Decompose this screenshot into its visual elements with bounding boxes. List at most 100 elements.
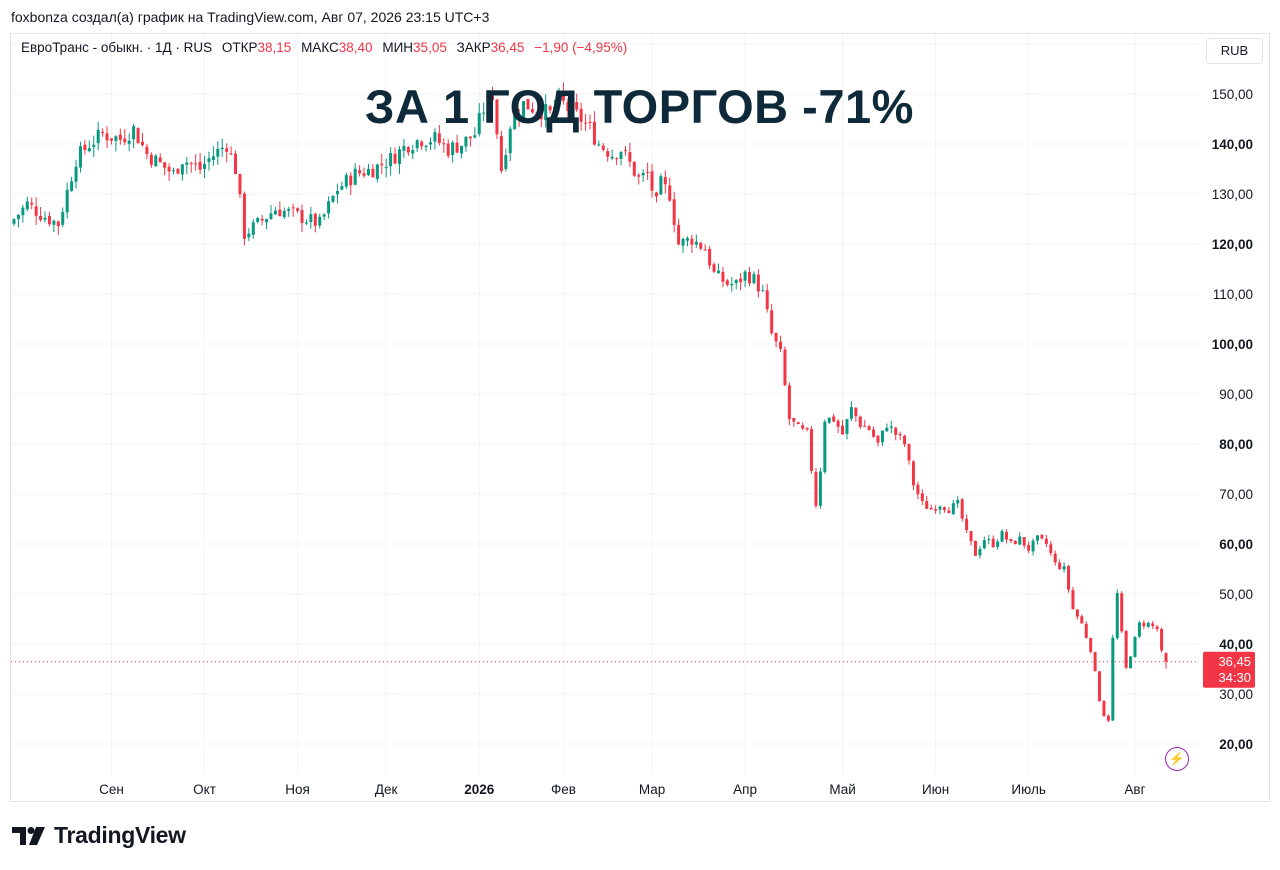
- candle-body: [628, 152, 632, 162]
- candle-body: [796, 422, 800, 425]
- y-tick-label: 30,00: [1219, 687, 1253, 702]
- candle-body: [234, 153, 238, 175]
- candle-body: [158, 157, 162, 162]
- candle-body: [406, 147, 410, 153]
- candle-body: [491, 93, 495, 101]
- x-tick-label: Сен: [99, 782, 124, 797]
- candle-body: [313, 213, 317, 226]
- candle-body: [1075, 609, 1079, 617]
- candle-body: [934, 509, 938, 511]
- candle-body: [570, 104, 574, 114]
- candle-body: [34, 206, 38, 216]
- candle-body: [894, 427, 898, 435]
- y-tick-label: 60,00: [1219, 537, 1253, 552]
- y-tick-label: 100,00: [1212, 337, 1253, 352]
- candle-body: [712, 264, 716, 272]
- candle-body: [632, 161, 636, 176]
- candle-body: [561, 91, 565, 101]
- candle-body: [287, 209, 291, 211]
- candle-body: [74, 166, 78, 182]
- candle-body: [393, 153, 397, 164]
- candle-body: [504, 155, 508, 170]
- candle-body: [987, 539, 991, 541]
- current-price-label: 36,45: [1218, 654, 1251, 669]
- candle-body: [805, 427, 809, 430]
- candle-body: [1160, 628, 1164, 651]
- candle-body: [1053, 553, 1057, 563]
- candle-body: [30, 202, 34, 205]
- candle-body: [996, 541, 1000, 547]
- candle-body: [597, 144, 601, 146]
- candle-body: [331, 195, 335, 202]
- candle-body: [353, 168, 357, 185]
- y-tick-label: 50,00: [1219, 587, 1253, 602]
- candle-body: [947, 510, 951, 514]
- candle-body: [1044, 538, 1048, 544]
- candle-body: [623, 150, 627, 152]
- candle-body: [309, 214, 313, 223]
- candle-body: [25, 201, 29, 210]
- price-chart[interactable]: 20,00 30,00 40,00 50,00 60,00 70,00 80,00 90,00…: [11, 34, 1269, 801]
- candle-body: [238, 174, 242, 195]
- candle-body: [349, 175, 353, 186]
- candle-body: [477, 113, 481, 134]
- candle-body: [1146, 623, 1150, 627]
- candle-body: [362, 173, 366, 176]
- x-tick-label: Мар: [639, 782, 665, 797]
- candle-body: [1102, 701, 1106, 716]
- candle-body: [615, 158, 619, 160]
- candle-body: [118, 134, 122, 140]
- candle-body: [1098, 671, 1102, 702]
- currency-button[interactable]: RUB: [1206, 38, 1263, 64]
- candle-body: [752, 273, 756, 284]
- candle-body: [65, 189, 69, 213]
- candle-body: [300, 210, 304, 224]
- candle-body: [898, 433, 902, 436]
- candle-body: [1067, 566, 1071, 590]
- candle-body: [730, 283, 734, 286]
- symbol-label[interactable]: ЕвроТранс - обыкн. · 1Д · RUS: [21, 40, 213, 55]
- candle-body: [220, 147, 224, 150]
- tradingview-brand[interactable]: TradingView: [12, 822, 186, 849]
- candle-body: [149, 154, 153, 165]
- candle-body: [836, 420, 840, 427]
- candle-body: [415, 140, 419, 149]
- candle-body: [535, 112, 539, 114]
- candle-body: [734, 279, 738, 284]
- candle-body: [424, 145, 428, 148]
- candle-body: [47, 215, 51, 225]
- candle-body: [1151, 623, 1155, 627]
- x-tick-label: Окт: [193, 782, 216, 797]
- candle-body: [105, 133, 109, 141]
- candle-body: [920, 493, 924, 502]
- candle-body: [140, 141, 144, 146]
- y-tick-label: 40,00: [1219, 637, 1253, 652]
- candle-body: [12, 219, 16, 224]
- close-value: 36,45: [490, 40, 525, 55]
- candle-body: [411, 150, 415, 154]
- candle-body: [194, 163, 198, 165]
- chart-credit: foxbonza создал(а) график на TradingView…: [11, 9, 490, 25]
- y-tick-label: 70,00: [1219, 487, 1253, 502]
- candle-body: [991, 538, 995, 548]
- candle-body: [584, 122, 588, 124]
- candle-body: [203, 164, 207, 169]
- candle-body: [544, 104, 548, 121]
- candle-body: [176, 168, 180, 174]
- chart-panel[interactable]: 20,00 30,00 40,00 50,00 60,00 70,00 80,00 90,00…: [10, 33, 1270, 802]
- candle-body: [1155, 626, 1159, 630]
- lightning-icon[interactable]: ⚡: [1165, 747, 1189, 771]
- candle-body: [70, 181, 74, 191]
- candle-body: [473, 135, 477, 138]
- candle-body: [1106, 715, 1110, 721]
- candle-body: [291, 207, 295, 209]
- candle-body: [942, 507, 946, 511]
- candle-body: [592, 121, 596, 145]
- candle-body: [136, 128, 140, 144]
- candle-body: [530, 109, 534, 113]
- candle-body: [792, 418, 796, 422]
- candle-body: [83, 144, 87, 151]
- candle-body: [965, 518, 969, 531]
- candle-body: [464, 136, 468, 147]
- candle-body: [366, 168, 370, 176]
